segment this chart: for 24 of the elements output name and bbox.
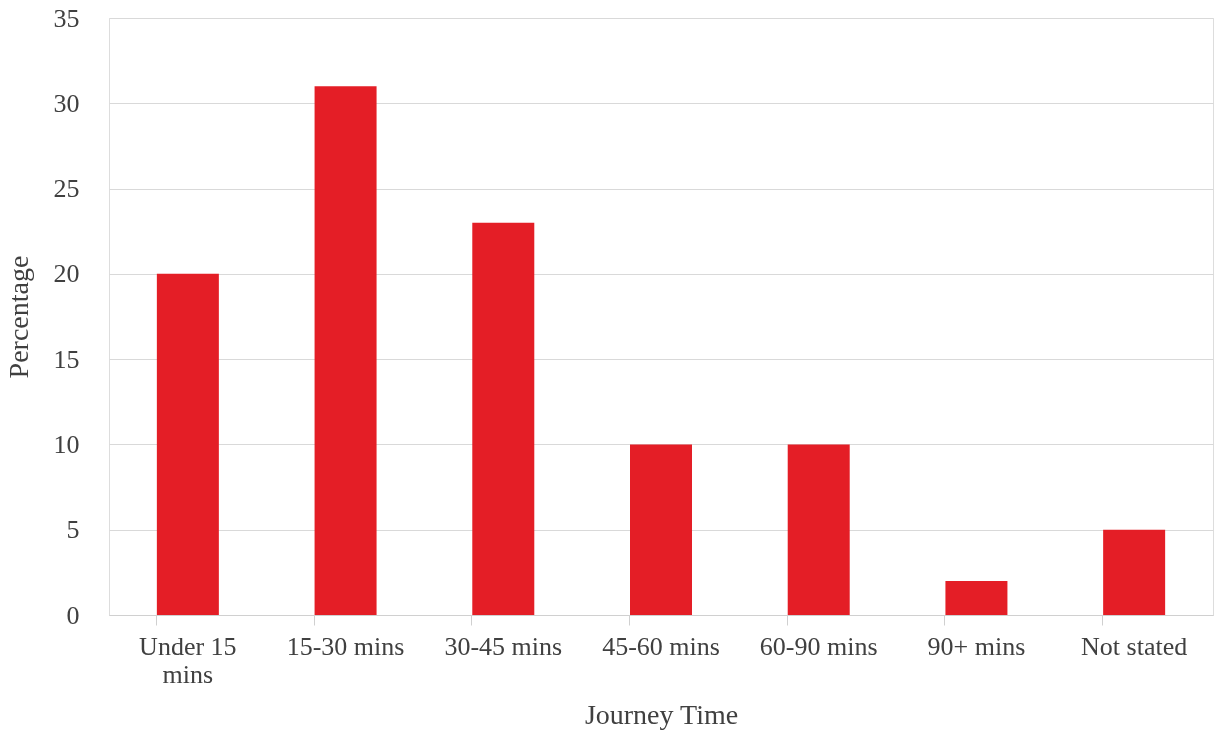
y-tick-label: 30 [53, 88, 80, 118]
y-tick-label: 5 [66, 515, 80, 545]
x-tick-label: 15-30 mins [286, 631, 405, 661]
y-tick-label: 15 [53, 344, 80, 374]
y-axis-title: Percentage [2, 255, 34, 379]
x-tick-label: 30-45 mins [444, 631, 563, 661]
x-tick-label: 45-60 mins [602, 631, 720, 661]
y-tick-label: 0 [66, 600, 80, 630]
bar [630, 444, 692, 615]
bar [314, 86, 377, 615]
bar [787, 444, 850, 615]
y-tick-label: 35 [53, 3, 80, 33]
x-axis-title: Journey Time [584, 698, 739, 730]
bar [1103, 529, 1166, 615]
x-tick-label: Not stated [1081, 631, 1188, 661]
y-tick-label: 10 [53, 429, 80, 459]
bar [945, 580, 1008, 615]
bar [472, 222, 535, 615]
bar [156, 273, 219, 615]
y-tick-label: 25 [53, 174, 80, 204]
x-tick-label: 60-90 mins [759, 631, 878, 661]
x-tick-label: 90+ mins [927, 631, 1026, 661]
x-tick-label: Under 15 mins [139, 631, 237, 689]
y-tick-label: 20 [53, 259, 80, 289]
